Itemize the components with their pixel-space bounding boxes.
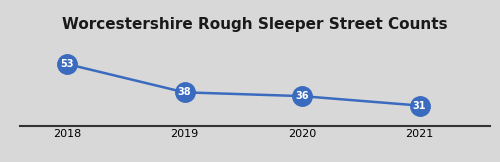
Text: 53: 53	[60, 59, 74, 69]
Text: 31: 31	[413, 101, 426, 111]
Title: Worcestershire Rough Sleeper Street Counts: Worcestershire Rough Sleeper Street Coun…	[62, 17, 448, 32]
Text: 36: 36	[295, 91, 309, 101]
Text: 38: 38	[178, 87, 192, 97]
